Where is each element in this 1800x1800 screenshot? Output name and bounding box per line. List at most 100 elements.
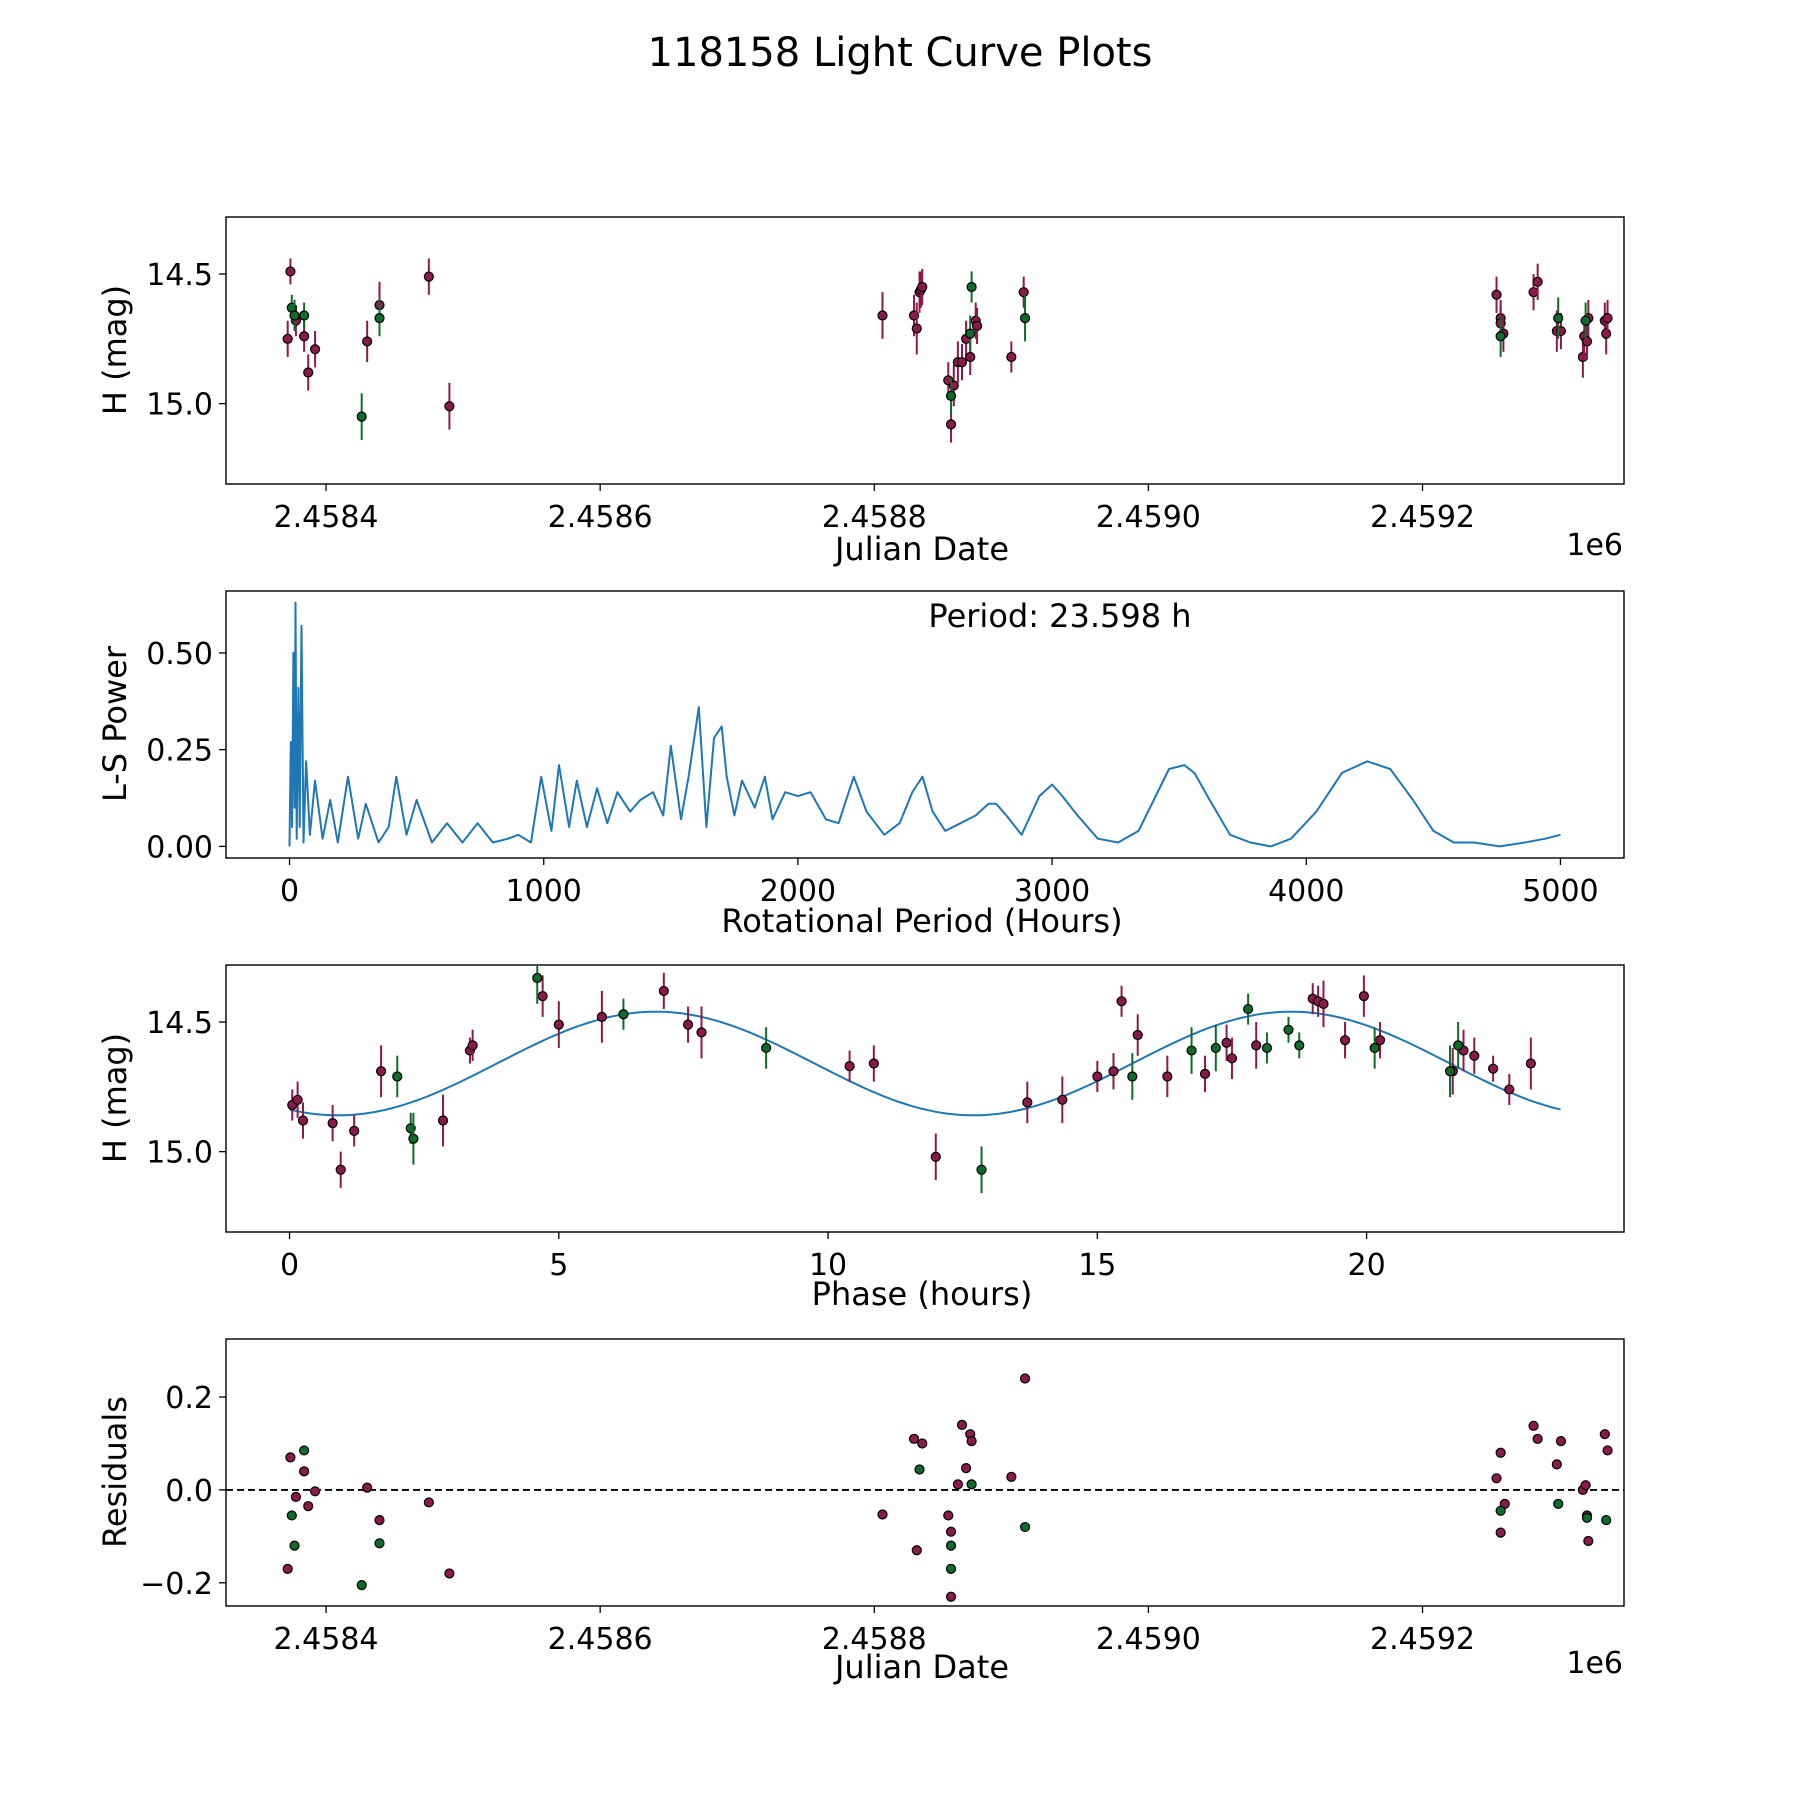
phased-data [287, 965, 1561, 1194]
residuals-point-red [908, 1433, 920, 1444]
phased-point-green [392, 1071, 403, 1082]
phased-x-axis-label: Phase (hours) [812, 1275, 1033, 1313]
phased-point-green [761, 1042, 772, 1054]
phased-point-red [1022, 1097, 1033, 1108]
residuals-point-red [282, 1563, 293, 1574]
residuals-y-tick-label: 0.2 [165, 1381, 213, 1416]
residuals-x-axis-label: Julian Date [833, 1648, 1009, 1686]
residuals-point-red [1495, 1447, 1506, 1458]
lightcurve-point-green [1553, 312, 1564, 324]
residuals-point-green [945, 1540, 957, 1551]
phased-point-green [1127, 1071, 1138, 1082]
phased-point-red [1108, 1066, 1119, 1077]
residuals-x-tick-label: 2.4586 [548, 1622, 653, 1657]
phased-point-red [1132, 1029, 1143, 1041]
lightcurve-data [282, 258, 1613, 443]
lightcurve-point-red [1602, 312, 1613, 324]
residuals-point-red [303, 1501, 314, 1512]
lightcurve-point-red [299, 331, 310, 342]
period-annotation: Period: 23.598 h [928, 597, 1191, 635]
phased-point-red [327, 1118, 338, 1129]
lightcurve-point-green [1019, 312, 1031, 324]
phased-point-red [1318, 998, 1329, 1009]
phased-point-red [375, 1066, 387, 1077]
periodogram-line [288, 601, 1561, 848]
phased-point-red [682, 1019, 694, 1030]
residuals-point-green [299, 1445, 310, 1456]
figure-title: 118158 Light Curve Plots [648, 30, 1153, 76]
residuals-point-red [285, 1452, 296, 1463]
phased-point-red [297, 1115, 309, 1126]
phased-point-red [467, 1040, 478, 1051]
phased-point-red [1374, 1035, 1386, 1046]
phased-point-red [335, 1164, 346, 1175]
residuals-point-red [1019, 1373, 1031, 1384]
periodogram-x-tick-label: 3000 [1014, 874, 1090, 909]
residuals-x-tick-label: 2.4592 [1370, 1622, 1475, 1657]
lightcurve-point-green [1495, 331, 1506, 342]
phased-point-red [1525, 1058, 1536, 1069]
phased-point-green [1283, 1024, 1294, 1035]
lightcurve-plot-frame [225, 216, 1625, 485]
periodogram-y-tick-label: 0.50 [146, 637, 213, 672]
residuals-point-red [1583, 1535, 1594, 1547]
phased-point-red [1199, 1068, 1211, 1079]
lightcurve-x-tick-label: 2.4590 [1096, 500, 1201, 535]
phased-point-red [1339, 1035, 1351, 1046]
phased-point-red [658, 985, 669, 997]
phased-y-axis-label: H (mag) [96, 1033, 134, 1163]
residuals-point-green [914, 1464, 925, 1475]
periodogram-x-tick-label: 4000 [1268, 874, 1344, 909]
phased-point-green [1453, 1040, 1464, 1051]
residuals-point-red [1528, 1420, 1539, 1431]
residuals-point-red [1495, 1527, 1506, 1538]
residuals-point-red [309, 1486, 321, 1497]
lightcurve-point-red [1491, 289, 1502, 300]
residuals-point-red [956, 1419, 968, 1431]
phased-point-green [976, 1164, 987, 1175]
periodogram-x-tick-label: 1000 [506, 874, 582, 909]
phased-x-tick-label: 10 [809, 1248, 847, 1283]
phased-point-red [596, 1011, 607, 1022]
lightcurve-point-red [1581, 336, 1593, 347]
phased-y-tick-label: 14.5 [146, 1006, 213, 1041]
periodogram-x-tick-label: 2000 [760, 874, 836, 909]
lightcurve-point-red [1006, 351, 1017, 363]
phased-point-green [1186, 1045, 1197, 1056]
residuals-point-red [423, 1497, 434, 1508]
lightcurve-point-red [911, 323, 922, 334]
residuals-x-offset-label: 1e6 [1566, 1646, 1623, 1681]
residuals-point-red [877, 1509, 888, 1520]
residuals-data [282, 1373, 1613, 1602]
residuals-point-red [952, 1479, 963, 1490]
phased-point-red [1057, 1094, 1068, 1105]
phased-point-red [1092, 1071, 1103, 1082]
phased-point-red [930, 1151, 941, 1162]
phased-point-green [408, 1133, 419, 1144]
phased-plot-frame [225, 964, 1625, 1233]
residuals-point-green [356, 1580, 367, 1591]
periodogram-y-axis-label: L-S Power [96, 645, 134, 802]
lightcurve-point-red [945, 419, 957, 430]
phased-point-red [1488, 1063, 1499, 1074]
residuals-point-red [945, 1591, 957, 1602]
periodogram-x-tick-label: 5000 [1522, 874, 1598, 909]
periodogram-x-tick-label: 0 [280, 874, 299, 909]
phased-point-red [437, 1115, 449, 1126]
lightcurve-point-green [965, 328, 976, 339]
phased-point-green [1261, 1042, 1273, 1054]
lightcurve-point-red [362, 336, 373, 347]
phased-point-red [1251, 1040, 1262, 1051]
residuals-point-green [966, 1479, 977, 1490]
residuals-y-tick-label: −0.2 [140, 1567, 213, 1602]
lightcurve-panel: Julian Date H (mag) 1e6 2.4584 2.4586 2.45… [96, 216, 1625, 568]
lightcurve-x-tick-label: 2.4592 [1370, 500, 1475, 535]
lightcurve-x-offset-label: 1e6 [1566, 528, 1623, 563]
lightcurve-point-red [965, 351, 976, 363]
residuals-point-red [374, 1514, 385, 1526]
phased-point-green [1294, 1040, 1305, 1051]
phased-point-red [844, 1060, 855, 1072]
phased-panel: Phase (hours) H (mag) 0 5 10 15 20 15.0 14.5 [96, 964, 1625, 1313]
residuals-point-red [966, 1436, 977, 1447]
